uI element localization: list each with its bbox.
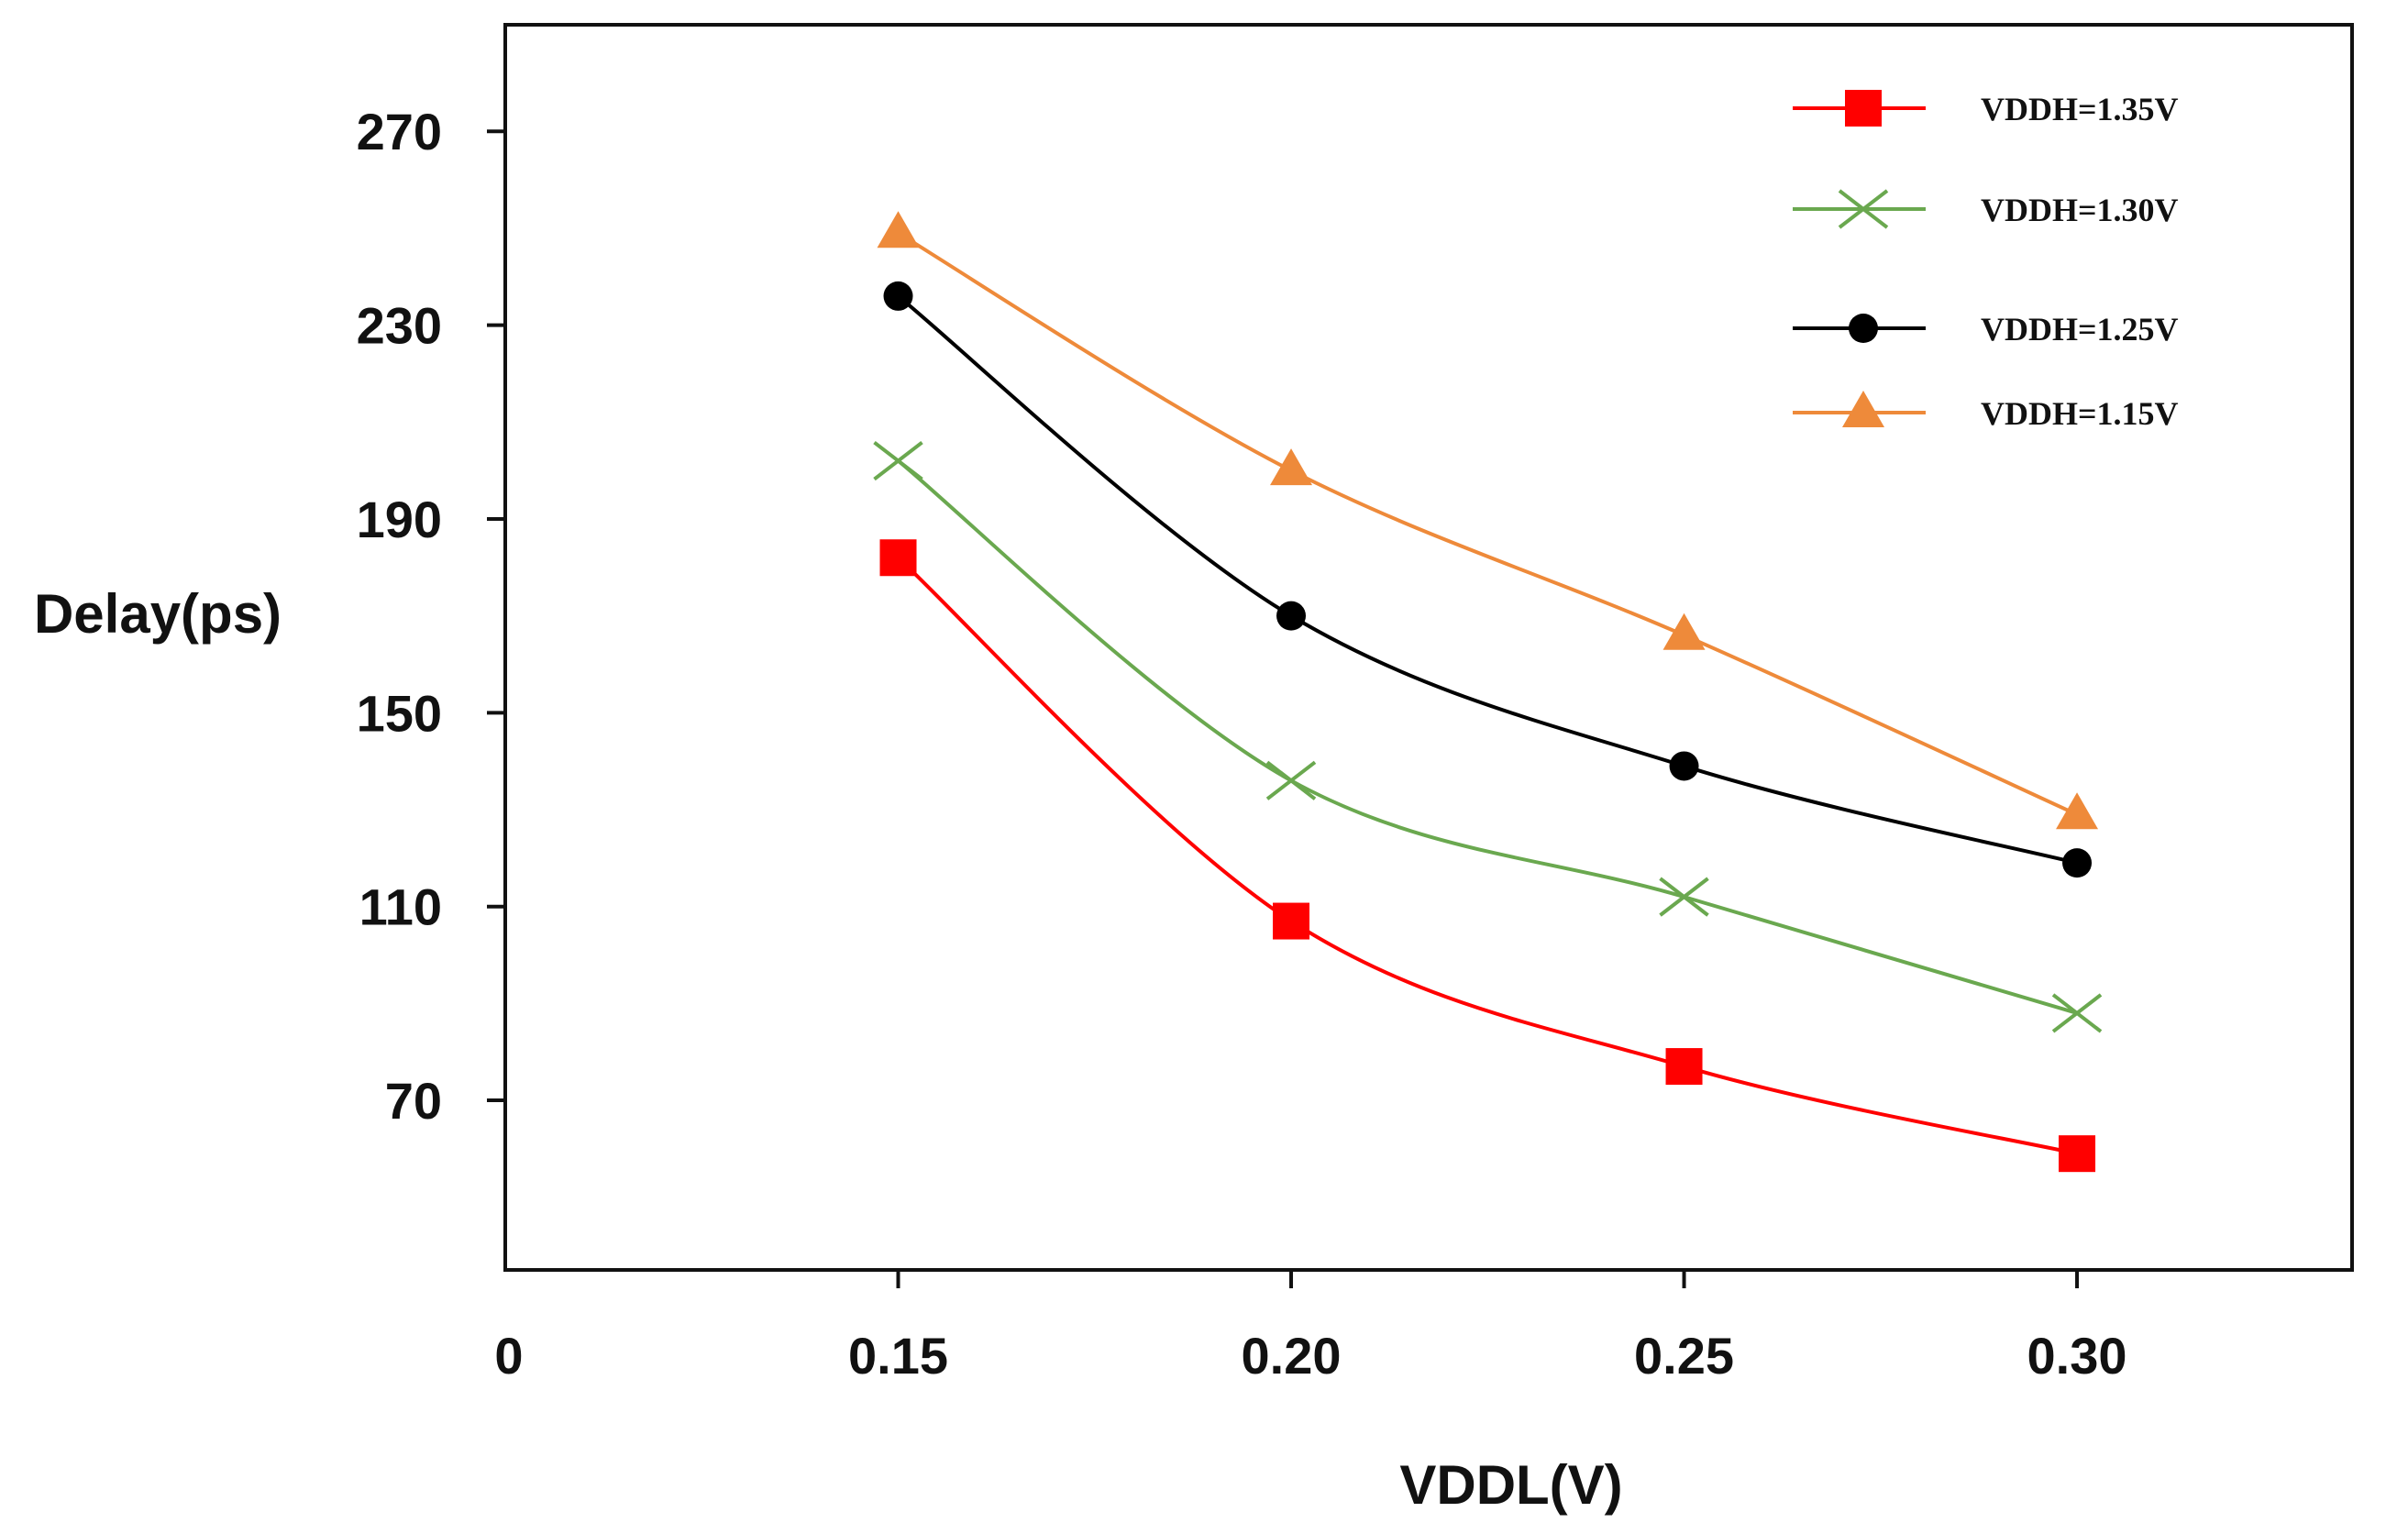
series-line (897, 459, 2078, 1015)
series-layer (873, 211, 2103, 1173)
series-2 (873, 440, 2103, 1033)
legend-marker (1838, 189, 1889, 229)
data-point (873, 440, 923, 481)
data-point (1669, 751, 1699, 781)
legend-label: VDDH=1.25V (1981, 311, 2179, 348)
data-point (877, 211, 920, 248)
series-line (897, 294, 2078, 866)
series-1 (879, 539, 2096, 1173)
data-point (1659, 877, 1709, 917)
y-tick-label: 270 (357, 103, 442, 160)
y-tick-label: 190 (357, 491, 442, 548)
data-point (2059, 1135, 2096, 1173)
data-point (1270, 448, 1313, 486)
data-point (1665, 1048, 1703, 1086)
series-line (897, 556, 2078, 1156)
y-tick-label: 230 (357, 297, 442, 355)
y-axis-title: Delay(ps) (34, 583, 282, 645)
x-origin-label: 0 (494, 1327, 523, 1385)
data-point (2056, 792, 2099, 830)
legend-item: VDDH=1.15V (1793, 391, 2179, 432)
data-point (2062, 848, 2093, 878)
x-axis-title: VDDL(V) (1399, 1454, 1622, 1516)
y-axis-ticks: 70 110 150 190 230 270 (357, 103, 505, 1130)
x-tick-label: 0.20 (1242, 1327, 1342, 1385)
data-point (1276, 601, 1307, 631)
legend-marker (1849, 314, 1878, 343)
data-point (1265, 760, 1317, 800)
series-line (897, 231, 2078, 817)
y-tick-label: 150 (357, 684, 442, 742)
legend-item: VDDH=1.30V (1793, 189, 2179, 229)
x-axis-ticks: 0.15 0.20 0.25 0.30 (848, 1270, 2127, 1385)
y-tick-label: 70 (385, 1072, 442, 1130)
series-3 (883, 281, 2093, 878)
legend: VDDH=1.35V VDDH=1.30V VDDH=1.25V VDDH=1.15V (1793, 90, 2179, 432)
data-point (1662, 612, 1706, 650)
plot-frame (503, 23, 2354, 1272)
x-tick-label: 0.30 (2027, 1327, 2127, 1385)
data-point (883, 281, 913, 311)
x-tick-label: 0.15 (848, 1327, 948, 1385)
series-4 (877, 211, 2099, 830)
legend-item: VDDH=1.25V (1793, 311, 2179, 348)
x-tick-label: 0.25 (1634, 1327, 1734, 1385)
data-point (879, 539, 917, 577)
legend-marker (1845, 90, 1882, 127)
legend-item: VDDH=1.35V (1793, 90, 2179, 127)
legend-label: VDDH=1.35V (1981, 91, 2179, 127)
legend-label: VDDH=1.30V (1981, 192, 2179, 228)
data-point (2051, 993, 2103, 1033)
data-point (1273, 902, 1310, 940)
legend-marker (1842, 391, 1884, 427)
y-tick-label: 110 (359, 878, 442, 936)
legend-label: VDDH=1.15V (1981, 395, 2179, 432)
